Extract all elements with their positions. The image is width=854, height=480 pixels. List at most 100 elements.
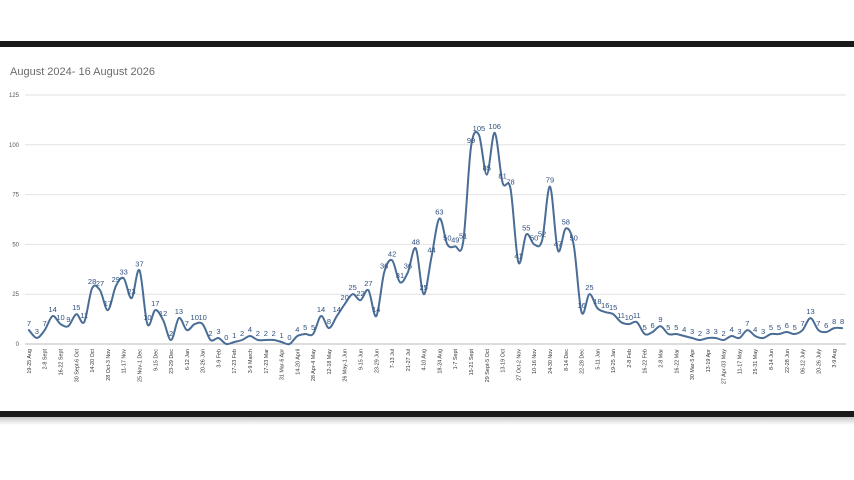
x-tick-label: 18-24 Aug	[437, 349, 443, 374]
data-label: 2	[169, 329, 173, 338]
data-label: 7	[185, 319, 189, 328]
top-frame-bar	[0, 41, 854, 47]
data-label: 14	[48, 305, 56, 314]
data-label: 25	[348, 283, 356, 292]
data-label: 81	[498, 172, 506, 181]
y-tick-label: 0	[16, 342, 20, 348]
x-tick-label: 20-26 Jan	[201, 349, 207, 373]
data-label: 51	[459, 231, 467, 240]
y-axis-labels: 0 25 50 75 100 125	[9, 93, 20, 348]
frame-shadow	[0, 417, 854, 425]
data-label: 5	[643, 323, 647, 332]
x-tick-label: 3-9 March	[248, 349, 254, 373]
x-tick-label: 28 Oct-3 Nov	[106, 349, 112, 381]
x-tick-label: 17-23 Feb	[232, 349, 238, 374]
data-label: 25	[585, 283, 593, 292]
data-label: 49	[451, 235, 459, 244]
x-tick-label: 27 Apr-03 May	[722, 349, 728, 384]
data-label: 10	[56, 313, 64, 322]
data-label: 8	[832, 317, 836, 326]
x-tick-label: 06-12 July	[801, 349, 807, 374]
x-tick-label: 25-31 May	[753, 349, 759, 375]
data-label: 48	[412, 237, 420, 246]
data-label: 7	[43, 319, 47, 328]
data-label: 20	[341, 293, 349, 302]
x-tick-label: 23-29 Jun	[374, 349, 380, 373]
data-label: 105	[473, 124, 486, 133]
data-label: 10	[191, 313, 199, 322]
data-label: 4	[682, 325, 686, 334]
data-label: 50	[443, 233, 451, 242]
x-tick-label: 2-8 Feb	[627, 349, 633, 368]
data-label: 2	[272, 329, 276, 338]
x-tick-label: 13-19 Oct	[501, 348, 507, 372]
data-label: 36	[404, 261, 412, 270]
data-label: 3	[216, 327, 220, 336]
data-label: 7	[27, 319, 31, 328]
data-label: 3	[35, 327, 39, 336]
bottom-frame-bar	[0, 411, 854, 417]
data-label: 7	[745, 319, 749, 328]
data-label: 1	[232, 331, 236, 340]
data-label: 5	[674, 323, 678, 332]
x-tick-label: 23-29 Dec	[169, 349, 175, 374]
x-tick-label: 28 Apr-4 May	[311, 349, 317, 381]
data-label: 2	[698, 329, 702, 338]
data-label: 55	[522, 223, 530, 232]
data-label: 6	[824, 321, 828, 330]
data-label: 27	[364, 279, 372, 288]
x-tick-label: 22-28 Jun	[785, 349, 791, 373]
chart-title: August 2024- 16 August 2026	[10, 66, 155, 78]
x-tick-label: 14-20 April	[295, 349, 301, 375]
data-label: 11	[80, 311, 88, 320]
data-label: 33	[120, 267, 128, 276]
x-tick-label: 31 Mar-6 Apr	[280, 349, 286, 380]
data-label: 50	[530, 233, 538, 242]
data-label: 13	[806, 307, 814, 316]
data-label: 2	[264, 329, 268, 338]
x-tick-label: 5-11 Jan	[595, 349, 601, 370]
data-label: 2	[208, 329, 212, 338]
x-tick-label: 30 Mar-5 Apr	[690, 349, 696, 380]
data-label: 3	[737, 327, 741, 336]
data-label: 10	[625, 313, 633, 322]
y-tick-label: 50	[12, 242, 19, 248]
data-label: 99	[467, 136, 475, 145]
data-label: 5	[666, 323, 670, 332]
x-tick-label: 11-17 Nov	[122, 349, 128, 374]
data-label: 37	[135, 259, 143, 268]
data-label: 42	[388, 249, 396, 258]
y-tick-label: 100	[9, 143, 20, 149]
data-label: 106	[488, 122, 501, 131]
data-label: 6	[785, 321, 789, 330]
x-tick-label: 2-8 Mar	[658, 349, 664, 368]
data-label: 23	[127, 287, 135, 296]
y-tick-label: 125	[9, 93, 20, 99]
data-label: 79	[546, 176, 554, 185]
data-label: 14	[317, 305, 325, 314]
data-label: 3	[690, 327, 694, 336]
x-tick-label: 9-15 Jun	[359, 349, 365, 370]
data-label: 7	[800, 319, 804, 328]
data-label: 13	[175, 307, 183, 316]
x-tick-label: 25 Nov-1 Dec	[137, 349, 143, 382]
x-tick-label: 2-8 Sept	[43, 349, 49, 370]
data-label: 50	[569, 233, 577, 242]
data-label: 11	[617, 311, 625, 320]
x-tick-label: 3-9 Aug	[832, 349, 838, 368]
data-label: 1	[279, 331, 283, 340]
data-label: 52	[538, 229, 546, 238]
data-label: 4	[729, 325, 733, 334]
data-label: 4	[753, 325, 757, 334]
data-label: 22	[356, 289, 364, 298]
data-label: 15	[72, 303, 80, 312]
x-tick-label: 11-17 May	[737, 349, 743, 374]
data-label: 17	[104, 299, 112, 308]
data-label: 5	[793, 323, 797, 332]
x-tick-label: 19-25 Aug	[27, 349, 33, 374]
data-label: 5	[777, 323, 781, 332]
x-tick-label: 24-30 Nov	[548, 349, 554, 374]
x-tick-label: 27 Oct-2 Nov	[516, 349, 522, 381]
data-label: 25	[419, 283, 427, 292]
